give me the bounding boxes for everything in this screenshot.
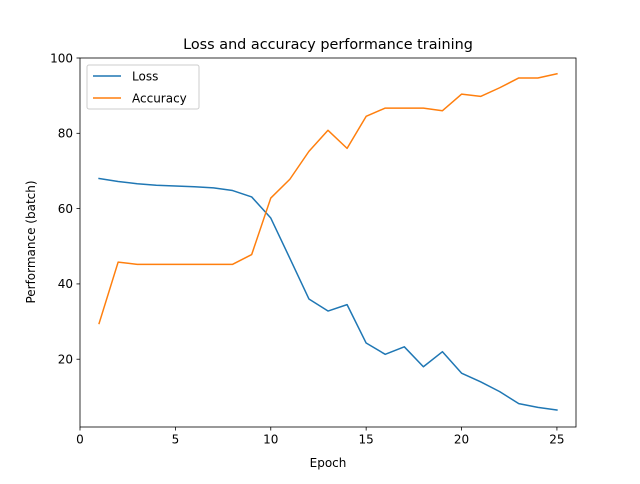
y-axis-label: Performance (batch) (24, 180, 38, 303)
y-tick-label: 40 (58, 277, 73, 291)
x-axis-label: Epoch (310, 456, 347, 470)
y-tick-label: 20 (58, 353, 73, 367)
legend: Loss Accuracy (86, 64, 200, 110)
x-tick-label: 25 (549, 433, 564, 447)
axis-ticks: 0 5 10 15 20 25 20 40 60 80 100 (50, 51, 564, 446)
x-tick-label: 10 (263, 433, 278, 447)
x-tick-label: 20 (454, 433, 469, 447)
legend-label-accuracy: Accuracy (132, 91, 187, 105)
x-tick-label: 5 (172, 433, 180, 447)
y-tick-label: 100 (50, 51, 73, 65)
legend-label-loss: Loss (132, 69, 158, 83)
y-tick-label: 80 (58, 127, 73, 141)
axes-frame (79, 57, 577, 428)
series-line-accuracy (98, 72, 558, 325)
y-tick-label: 60 (58, 202, 73, 216)
series-line-loss (98, 177, 558, 411)
plot-area (98, 72, 558, 411)
x-tick-label: 0 (76, 433, 84, 447)
x-tick-label: 15 (359, 433, 374, 447)
chart-title: Loss and accuracy performance training (183, 37, 473, 53)
axes-spines (79, 57, 577, 428)
